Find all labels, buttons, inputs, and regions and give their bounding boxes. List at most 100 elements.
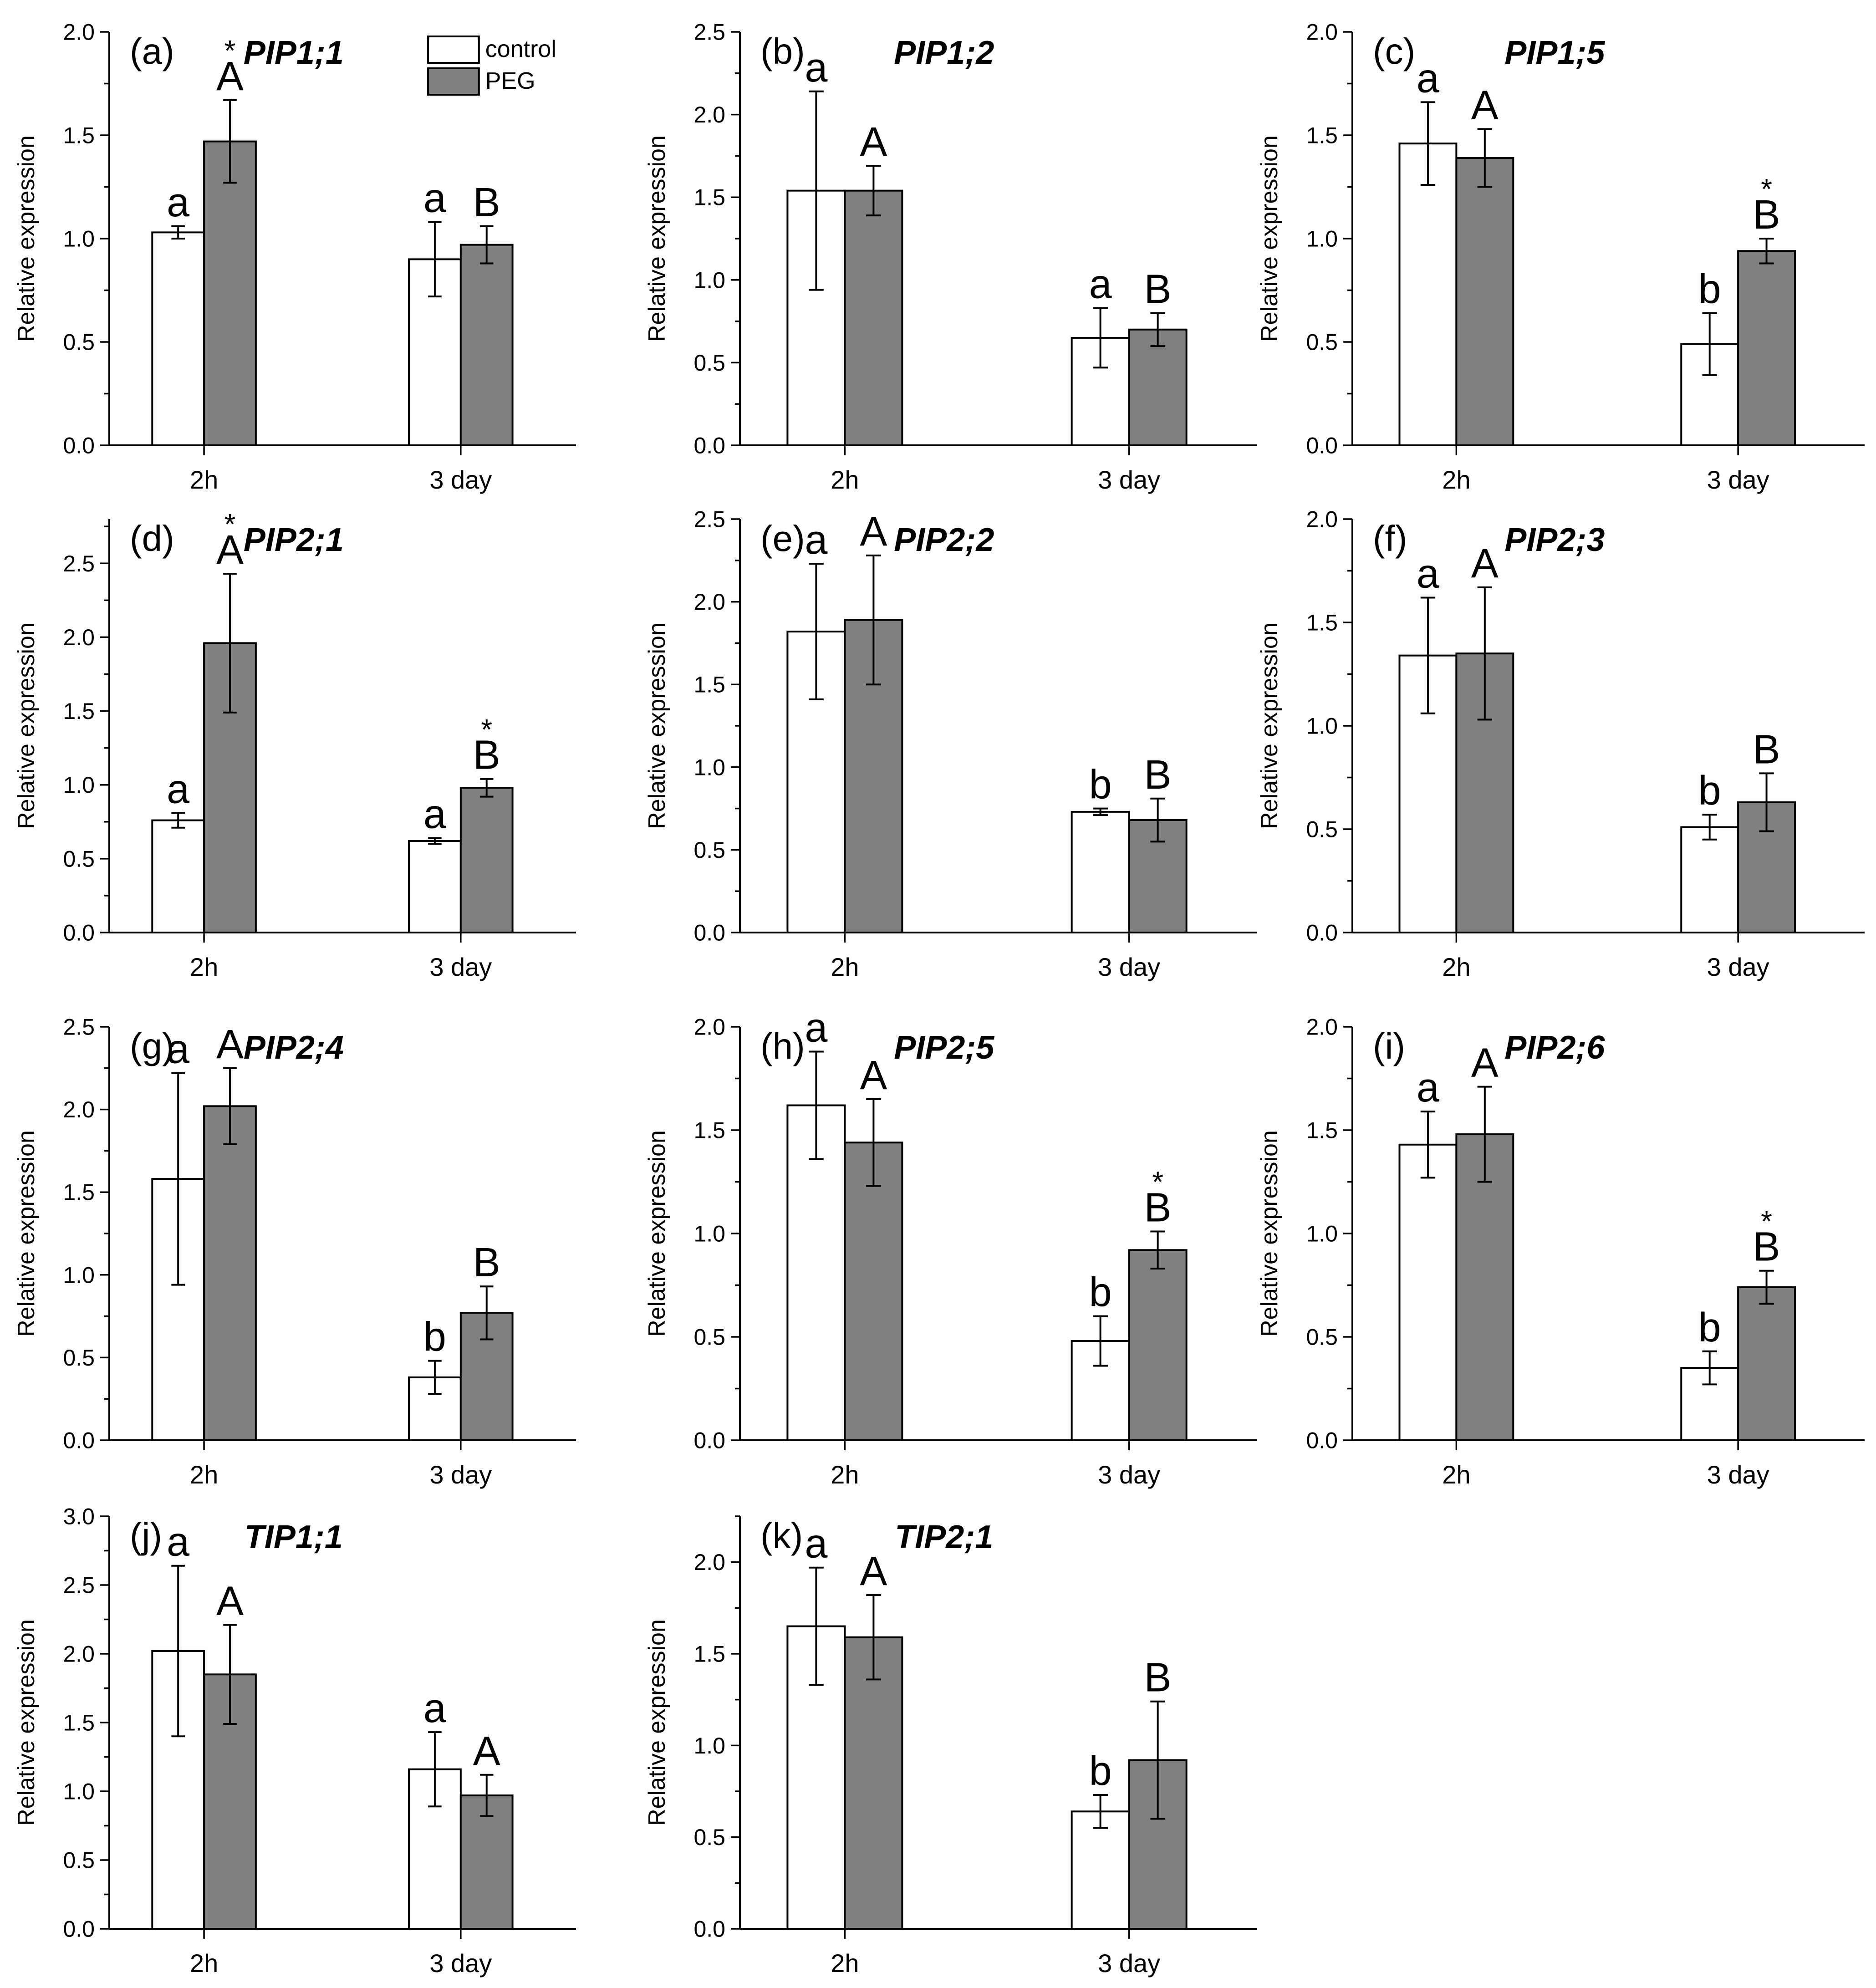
y-tick-label: 1.0: [693, 1733, 725, 1759]
panel-label: (e): [760, 518, 805, 559]
significance-letter: b: [1698, 266, 1721, 312]
chart-panel-c: 0.0 0.5 1.0 1.5 2.0 Relative expression 2h aA 3 …: [1256, 20, 1865, 494]
y-axis-label: Relative expression: [1256, 622, 1283, 829]
y-axis-label: Relative expression: [644, 135, 670, 342]
bar-control: [1071, 1810, 1130, 1930]
y-tick-label: 1.0: [63, 1262, 95, 1288]
significance-letter: a: [423, 176, 447, 221]
x-tick-label: 2h: [190, 1460, 218, 1489]
y-tick-label: 2.0: [693, 1550, 725, 1575]
bar-peg: [844, 1636, 903, 1930]
y-tick-label: 0.0: [693, 1917, 725, 1942]
bar-peg: [844, 1142, 903, 1441]
y-tick-label: 1.0: [1306, 714, 1338, 739]
y-tick-label: 2.5: [63, 1573, 95, 1598]
x-tick-label: 3 day: [429, 953, 492, 981]
gene-title: TIP1;1: [245, 1519, 343, 1555]
significance-letter: A: [216, 1022, 244, 1067]
x-tick-label: 2h: [831, 1460, 859, 1489]
gene-title: PIP2;5: [894, 1030, 994, 1066]
bar-peg: [1455, 157, 1514, 446]
x-tick-label: 3 day: [429, 1949, 492, 1978]
y-tick-label: 0.0: [693, 1428, 725, 1453]
significance-star: *: [481, 713, 492, 746]
y-tick-label: 2.0: [693, 589, 725, 615]
x-tick-label: 2h: [831, 465, 859, 494]
bar-peg: [203, 140, 257, 446]
bar-peg: [459, 244, 514, 446]
y-tick-label: 0.5: [63, 846, 95, 872]
significance-letter: B: [1144, 752, 1172, 798]
y-tick-label: 0.5: [63, 1345, 95, 1371]
significance-letter: a: [805, 45, 828, 91]
significance-letter: a: [805, 1005, 828, 1050]
y-tick-label: 3.0: [63, 1504, 95, 1529]
y-axis-label: Relative expression: [1256, 1130, 1283, 1337]
significance-letter: B: [1144, 1655, 1172, 1701]
bar-peg: [1737, 1286, 1796, 1442]
bar-peg: [1128, 1249, 1188, 1442]
significance-letter: a: [423, 1686, 447, 1731]
y-tick-label: 2.5: [693, 20, 725, 45]
gene-title: PIP1;5: [1504, 35, 1605, 71]
y-axis-label: Relative expression: [644, 1130, 670, 1337]
significance-letter: a: [1417, 1065, 1440, 1111]
y-tick-label: 1.5: [63, 1180, 95, 1205]
significance-letter: a: [167, 180, 190, 225]
y-axis-label: Relative expression: [13, 135, 40, 342]
bar-peg: [1737, 250, 1796, 446]
y-tick-label: 1.0: [693, 1221, 725, 1247]
chart-panel-a: 0.0 0.5 1.0 1.5 2.0 Relative expression 2h a A* 3…: [13, 20, 576, 494]
chart-panel-k: 0.0 0.5 1.0 1.5 2.0 Relative expression 2h aA 3 …: [644, 1515, 1257, 1978]
chart-panel-b: 0.0 0.5 1.0 1.5 2.0 2.5 Relative expression 2h a…: [644, 20, 1257, 494]
panel-label: (f): [1373, 518, 1407, 559]
y-tick-label: 1.5: [63, 1710, 95, 1736]
significance-letter: a: [1089, 262, 1112, 307]
significance-star: *: [1761, 173, 1772, 205]
panel-label: (a): [130, 31, 174, 71]
significance-letter: B: [473, 733, 500, 778]
significance-letter: a: [805, 1521, 828, 1567]
y-tick-label: 1.0: [1306, 1221, 1338, 1247]
x-tick-label: 2h: [190, 465, 218, 494]
y-tick-label: 0.5: [693, 1825, 725, 1850]
bar-control: [1680, 1367, 1739, 1442]
significance-letter: B: [473, 1240, 500, 1285]
gene-title: PIP2;3: [1504, 522, 1605, 558]
y-tick-label: 2.5: [63, 1014, 95, 1040]
significance-letter: B: [1144, 266, 1172, 312]
bar-peg: [459, 1794, 514, 1930]
significance-letter: a: [805, 517, 828, 563]
significance-letter: B: [1144, 1185, 1172, 1230]
y-tick-label: 0.0: [1306, 920, 1338, 946]
x-tick-label: 3 day: [1707, 1460, 1769, 1489]
significance-letter: A: [473, 1728, 500, 1774]
significance-star: *: [224, 34, 236, 67]
legend-label-control: control: [485, 36, 556, 62]
y-tick-label: 2.0: [693, 1014, 725, 1040]
significance-letter: b: [423, 1315, 446, 1360]
significance-letter: a: [167, 1027, 190, 1072]
y-tick-label: 1.0: [63, 1779, 95, 1804]
significance-letter: A: [860, 1549, 887, 1594]
significance-letter: A: [1471, 541, 1499, 586]
x-tick-label: 3 day: [1098, 1949, 1160, 1978]
y-tick-label: 0.5: [1306, 330, 1338, 355]
significance-letter: a: [1417, 56, 1440, 101]
significance-letter: a: [423, 791, 447, 837]
x-tick-label: 2h: [831, 1949, 859, 1978]
y-tick-label: 0.0: [693, 433, 725, 459]
bar-control: [1680, 826, 1739, 933]
panel-label: (j): [130, 1515, 162, 1556]
gene-title: PIP2;1: [244, 522, 344, 558]
panel-label: (c): [1373, 31, 1415, 71]
bar-control: [1398, 1143, 1458, 1441]
significance-letter: A: [216, 527, 244, 573]
chart-panel-g: 0.0 0.5 1.0 1.5 2.0 2.5 Relative expression 2h a…: [13, 1014, 576, 1489]
significance-letter: b: [1089, 1748, 1112, 1794]
x-tick-label: 3 day: [1707, 465, 1769, 494]
chart-panel-d: 0.0 0.5 1.0 1.5 2.0 2.5 Relative expression 2h a…: [13, 508, 576, 981]
chart-panel-i: 0.0 0.5 1.0 1.5 2.0 Relative expression 2h aA 3 …: [1256, 1014, 1865, 1489]
panel-label: (h): [760, 1026, 805, 1066]
legend-swatch-control: [427, 36, 480, 64]
